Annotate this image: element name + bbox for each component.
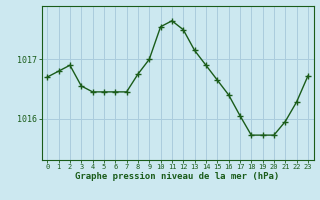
X-axis label: Graphe pression niveau de la mer (hPa): Graphe pression niveau de la mer (hPa) bbox=[76, 172, 280, 181]
